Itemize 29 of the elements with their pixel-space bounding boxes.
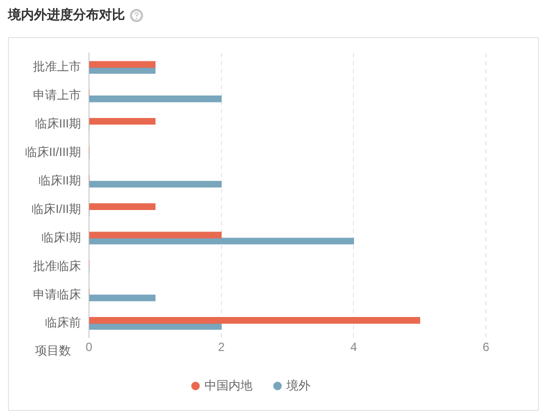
y-tick-label: 临床前 (45, 316, 82, 330)
bar (89, 323, 222, 330)
legend-label: 境外 (286, 378, 310, 392)
legend-label: 中国内地 (204, 378, 252, 392)
bar (89, 203, 156, 210)
bar (89, 96, 222, 102)
bar (89, 61, 156, 68)
x-tick-label: 6 (482, 340, 490, 354)
x-tick-label: 2 (218, 340, 225, 354)
bar (89, 118, 156, 125)
y-tick-label: 批准临床 (33, 258, 82, 273)
x-axis-title: 项目数 (35, 344, 72, 358)
y-tick-label: 批准上市 (33, 60, 82, 74)
x-tick-label: 4 (350, 340, 358, 354)
bar (89, 238, 354, 244)
bar (89, 294, 156, 302)
y-tick-label: 临床II/III期 (24, 145, 82, 160)
chart-title: 境内外进度分布对比 (8, 6, 125, 24)
bar (89, 317, 420, 324)
y-tick-label: 申请上市 (33, 88, 82, 102)
y-tick-label: 临床I/II期 (32, 202, 82, 216)
x-tick-label: 0 (86, 340, 93, 354)
bar (89, 180, 222, 188)
bar (89, 67, 156, 74)
y-tick-label: 临床III期 (34, 116, 82, 131)
y-tick-label: 临床II期 (38, 173, 82, 188)
y-tick-label: 临床I期 (42, 230, 82, 244)
y-tick-label: 申请临床 (33, 287, 82, 302)
bar (89, 232, 222, 238)
